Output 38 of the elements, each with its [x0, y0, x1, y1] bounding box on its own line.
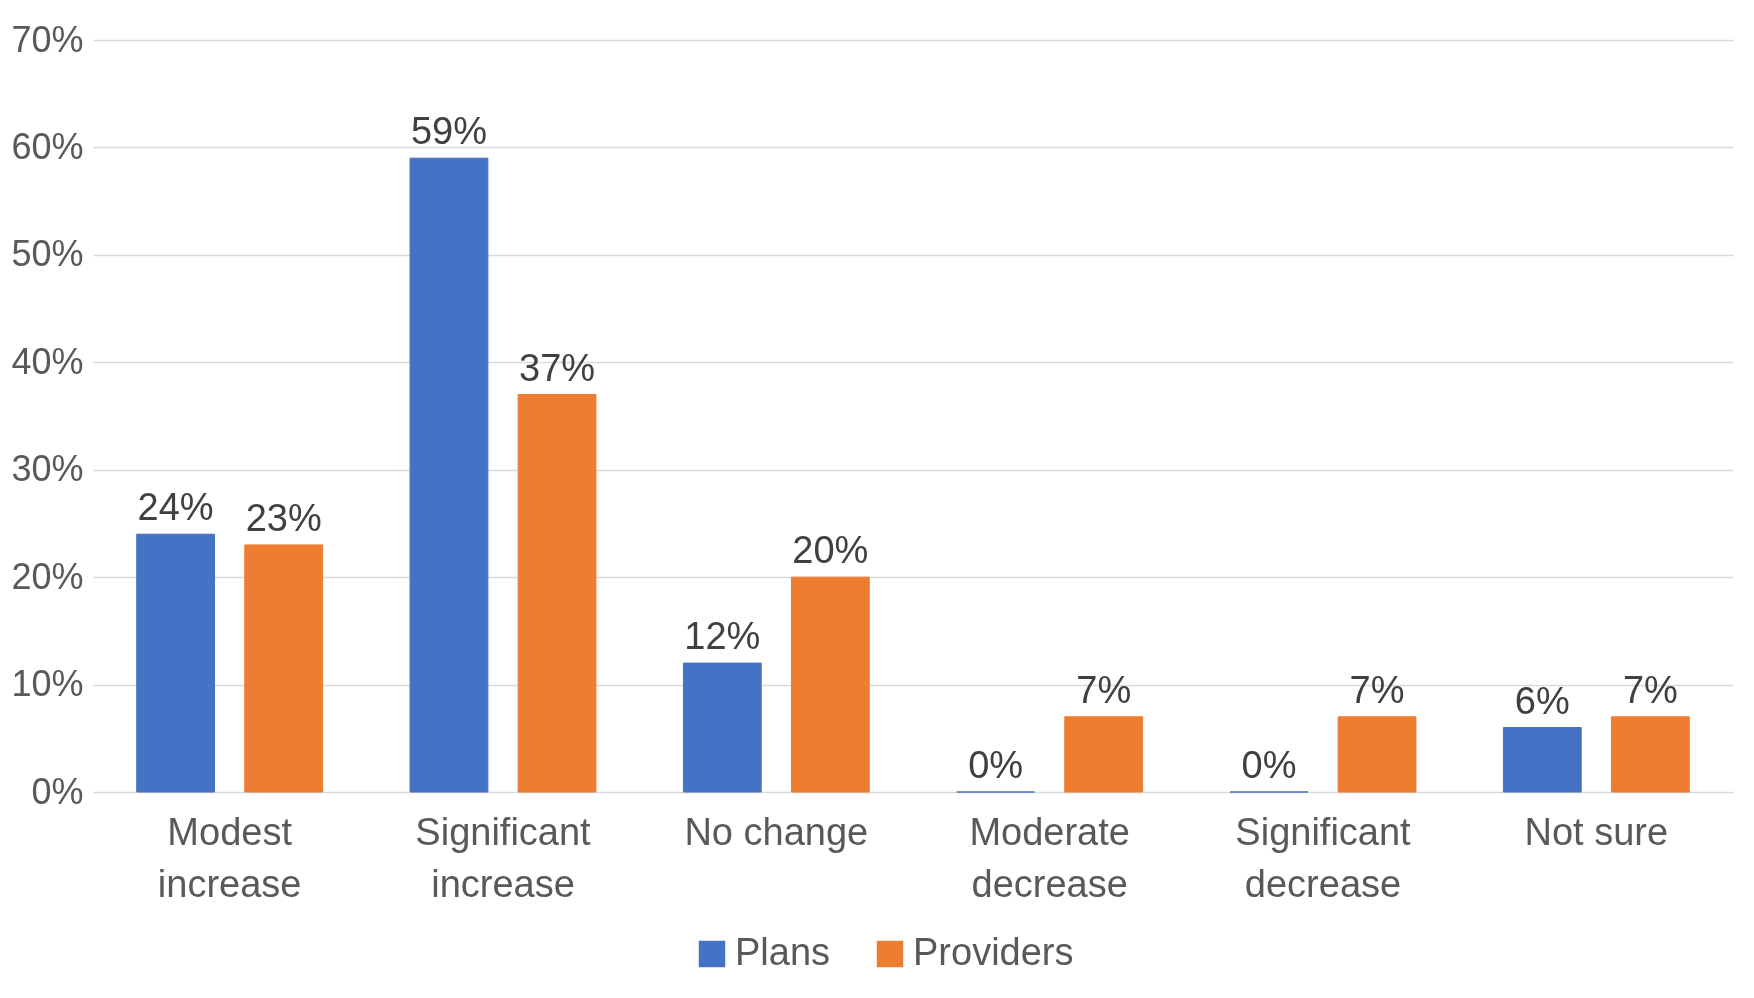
data-label: 0%	[968, 744, 1024, 786]
data-label: 7%	[1622, 668, 1678, 711]
data-label: 20%	[792, 529, 869, 572]
data-label: 23%	[245, 496, 322, 539]
bar	[1502, 727, 1582, 793]
y-tick-label: 0%	[31, 770, 84, 812]
data-label: 59%	[410, 110, 487, 153]
bar	[1337, 716, 1417, 793]
x-tick-label: No change	[684, 810, 869, 853]
bar	[409, 157, 489, 793]
data-label: 7%	[1076, 668, 1132, 711]
y-tick-label: 60%	[11, 125, 84, 167]
y-tick-label: 20%	[11, 555, 84, 597]
bar	[1610, 716, 1690, 793]
x-tick-label: Significant increase	[415, 810, 592, 905]
y-tick-label: 50%	[11, 233, 84, 275]
y-tick-label: 30%	[11, 448, 84, 490]
x-tick-label: Moderate decrease	[969, 810, 1130, 905]
data-label: 7%	[1349, 668, 1405, 711]
x-tick-label: Not sure	[1524, 810, 1669, 853]
x-tick-label: Modest increase	[157, 810, 302, 905]
y-tick-label: 10%	[11, 663, 84, 705]
x-tick-label: Significant decrease	[1235, 810, 1412, 905]
y-tick-label: 70%	[11, 18, 84, 60]
legend-label: Providers	[913, 931, 1074, 973]
data-label: 0%	[1241, 744, 1297, 786]
bar	[790, 576, 870, 793]
data-label: 24%	[137, 486, 214, 529]
y-tick-label: 40%	[11, 340, 84, 382]
bar	[244, 544, 324, 793]
bar	[682, 662, 762, 793]
data-label: 37%	[519, 346, 596, 389]
data-label: 12%	[684, 615, 761, 658]
bar	[136, 533, 216, 793]
bar	[517, 394, 597, 793]
data-label: 6%	[1514, 679, 1570, 722]
legend-label: Plans	[735, 931, 831, 973]
bar	[1064, 716, 1144, 793]
